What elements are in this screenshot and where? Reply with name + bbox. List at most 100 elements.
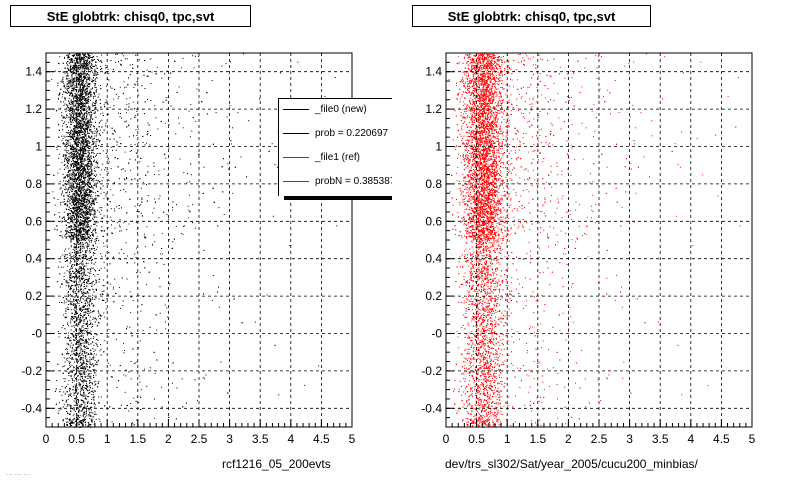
data-point — [85, 81, 87, 83]
data-point — [88, 76, 90, 78]
data-point — [77, 333, 79, 335]
data-point — [73, 109, 75, 111]
data-point — [114, 210, 116, 212]
data-point — [81, 158, 83, 160]
data-point — [78, 73, 80, 75]
data-point — [277, 166, 278, 168]
data-point — [69, 273, 71, 275]
data-point — [88, 147, 90, 149]
data-point — [90, 257, 92, 259]
data-point — [146, 226, 148, 228]
data-point — [92, 148, 94, 150]
data-point — [70, 91, 72, 93]
data-point — [86, 100, 88, 102]
data-point — [83, 114, 85, 116]
data-point — [79, 198, 80, 200]
data-point — [120, 230, 122, 232]
data-point — [86, 146, 88, 148]
data-point — [59, 107, 61, 109]
data-point — [84, 401, 86, 403]
data-point — [80, 280, 81, 282]
data-point — [79, 169, 81, 171]
data-point — [76, 358, 78, 360]
data-point — [73, 169, 75, 171]
data-point — [81, 163, 83, 165]
data-point — [71, 229, 73, 231]
data-point — [93, 140, 95, 142]
data-point — [73, 276, 75, 277]
data-point — [61, 96, 63, 98]
data-point — [86, 78, 88, 80]
data-point — [79, 373, 81, 375]
data-point — [88, 207, 89, 209]
data-point — [65, 150, 67, 152]
data-point — [128, 124, 130, 126]
data-point — [82, 420, 84, 422]
data-point — [81, 214, 83, 216]
data-point — [84, 132, 86, 134]
data-point — [79, 55, 81, 57]
data-point — [86, 398, 87, 400]
data-point — [82, 198, 84, 200]
data-point — [83, 127, 85, 129]
data-point — [85, 85, 87, 87]
data-point — [91, 196, 93, 198]
data-point — [83, 372, 85, 374]
data-point — [72, 115, 74, 117]
data-point — [172, 209, 174, 211]
data-point — [78, 365, 80, 367]
data-point — [81, 150, 83, 151]
data-point — [118, 224, 120, 226]
data-point — [77, 84, 79, 86]
data-point — [70, 175, 72, 176]
data-point — [88, 55, 90, 57]
data-point — [72, 122, 74, 124]
data-point — [78, 238, 80, 240]
data-point — [80, 63, 82, 65]
data-point — [62, 156, 64, 157]
data-point — [68, 271, 70, 273]
data-point — [88, 244, 90, 246]
data-point — [73, 288, 75, 290]
data-point — [62, 201, 64, 203]
data-point — [60, 204, 62, 206]
data-point — [99, 129, 101, 131]
data-point — [85, 71, 87, 72]
data-point — [87, 203, 89, 205]
data-point — [95, 279, 97, 281]
data-point — [79, 382, 81, 384]
data-point — [116, 387, 118, 388]
data-point — [94, 101, 96, 103]
data-point — [70, 329, 72, 331]
data-point — [73, 349, 75, 351]
data-point — [105, 308, 107, 310]
data-point — [95, 418, 97, 420]
data-point — [84, 219, 86, 221]
data-point — [76, 303, 78, 305]
data-point — [94, 85, 96, 87]
data-point — [82, 382, 84, 384]
data-point — [81, 244, 83, 246]
data-point — [156, 329, 158, 331]
data-point — [67, 65, 69, 67]
data-point — [134, 83, 136, 85]
data-point — [74, 205, 76, 207]
data-point — [82, 262, 84, 264]
data-point — [75, 81, 77, 83]
data-point — [61, 235, 63, 237]
data-point — [80, 97, 82, 99]
data-point — [83, 169, 85, 171]
data-point — [74, 111, 75, 113]
data-point — [83, 230, 85, 232]
data-point — [108, 172, 109, 174]
data-point — [78, 346, 80, 348]
data-point — [64, 103, 66, 105]
data-point — [66, 347, 68, 349]
data-point — [76, 59, 78, 61]
data-point — [107, 362, 109, 364]
data-point — [92, 337, 94, 339]
data-point — [84, 233, 85, 235]
data-point — [130, 361, 132, 362]
data-point — [74, 251, 76, 253]
data-point — [82, 128, 84, 130]
